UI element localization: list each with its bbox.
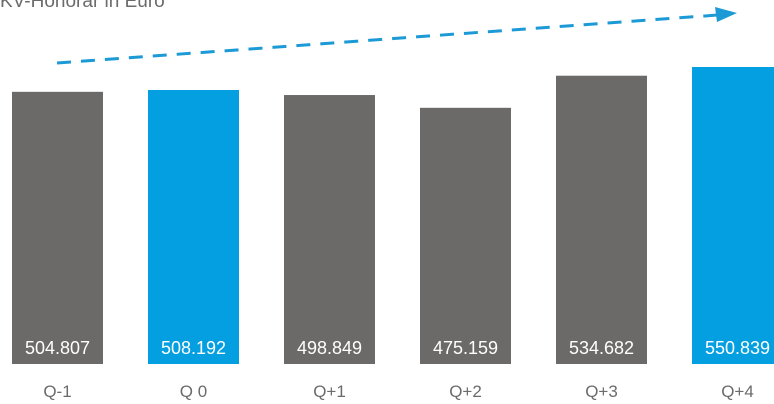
bar-Qplus1 <box>284 95 375 365</box>
bar-Q0 <box>148 89 239 365</box>
value-labels-layer: 504.807 508.192 498.849 475.159 534.682 550.8… <box>25 338 770 358</box>
bar-value-label: 534.682 <box>569 338 634 358</box>
category-label: Q+4 <box>721 382 754 401</box>
bar-Qplus3 <box>556 75 647 365</box>
bar-Qplus2 <box>420 107 511 364</box>
category-label: Q+2 <box>449 382 482 401</box>
category-label: Q+1 <box>313 382 346 401</box>
bar-value-label: 475.159 <box>433 338 498 358</box>
chart-title: KV-Honorar in Euro <box>0 0 165 12</box>
category-label: Q-1 <box>43 382 71 401</box>
trend-arrow <box>56 7 737 65</box>
category-labels-layer: Q-1 Q 0 Q+1 Q+2 Q+3 Q+4 <box>43 382 753 401</box>
category-label: Q+3 <box>585 382 618 401</box>
bar-value-label: 508.192 <box>161 338 226 358</box>
bar-value-label: 550.839 <box>705 338 770 358</box>
bar-value-label: 498.849 <box>297 338 362 358</box>
bar-value-label: 504.807 <box>25 338 90 358</box>
bar-Qplus4 <box>692 67 774 364</box>
category-label: Q 0 <box>180 382 207 401</box>
trend-arrow-head <box>715 7 737 22</box>
bars-layer <box>12 67 774 365</box>
trend-arrow-line <box>56 13 719 65</box>
bar-Qminus1 <box>12 91 103 364</box>
